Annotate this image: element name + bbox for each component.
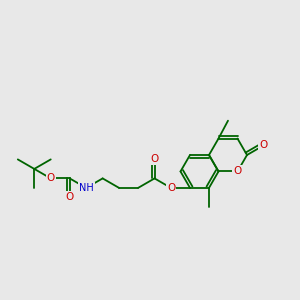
Text: O: O [167,183,175,193]
Text: O: O [150,154,159,164]
Text: O: O [259,140,268,151]
Text: O: O [233,167,242,176]
Text: O: O [46,173,55,183]
Text: O: O [66,192,74,203]
Text: NH: NH [79,183,94,193]
Text: O: O [233,167,242,176]
